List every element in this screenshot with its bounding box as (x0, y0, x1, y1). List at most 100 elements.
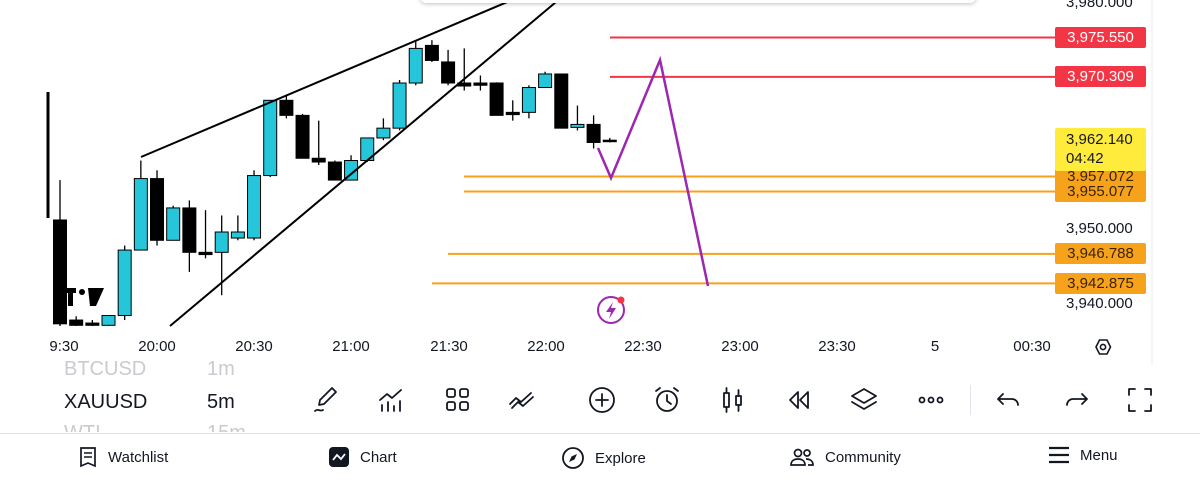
nav-watchlist-label: Watchlist (108, 448, 169, 466)
candle-body (53, 219, 67, 325)
candle[interactable] (279, 95, 294, 119)
candle[interactable] (101, 315, 116, 326)
candles-button[interactable] (717, 384, 749, 416)
candle-body (279, 99, 294, 116)
redo-button[interactable] (1060, 384, 1092, 416)
candle[interactable] (230, 215, 245, 241)
fullscreen-button[interactable] (1124, 384, 1156, 416)
candle[interactable] (473, 75, 488, 91)
nav-chart[interactable]: Chart (328, 446, 397, 468)
candle[interactable] (133, 160, 148, 251)
candle[interactable] (166, 205, 181, 241)
candle[interactable] (85, 320, 100, 326)
layout-button[interactable] (442, 384, 474, 416)
candle[interactable] (457, 48, 472, 91)
projection-path[interactable] (596, 55, 710, 287)
replay-button[interactable] (782, 384, 814, 416)
candle[interactable] (505, 100, 520, 121)
candle-body (69, 319, 84, 326)
candle[interactable] (311, 120, 326, 166)
symbol-current[interactable]: XAUUSD (64, 391, 148, 413)
interval-current[interactable]: 5m (207, 391, 235, 413)
price-chart[interactable] (0, 0, 1200, 370)
candle[interactable] (150, 170, 165, 246)
candle[interactable] (489, 82, 504, 116)
support-price-label: 3,942.875 (1055, 272, 1146, 294)
candle[interactable] (441, 49, 456, 86)
candle-body (538, 73, 553, 89)
bar-countdown: 04:42 (1066, 150, 1104, 167)
undo-button[interactable] (993, 384, 1025, 416)
candle[interactable] (263, 99, 278, 178)
candle-body (327, 161, 342, 181)
symbol-prev[interactable]: BTCUSD (64, 358, 147, 380)
compare-icon (509, 392, 534, 409)
candle-body (198, 251, 213, 256)
nav-menu[interactable]: Menu (1048, 446, 1118, 464)
candle[interactable] (69, 316, 84, 326)
time-axis-label: 22:30 (624, 338, 662, 355)
candle-body (214, 231, 229, 253)
candle-body (602, 139, 617, 143)
alert-button[interactable] (651, 384, 683, 416)
candle-body (85, 322, 100, 326)
trendline-lower[interactable] (169, 1, 557, 327)
candle-body (101, 315, 116, 326)
candle-body (441, 61, 456, 84)
candle[interactable] (424, 40, 439, 62)
time-axis-label: 23:00 (721, 338, 759, 355)
watchlist-icon (80, 447, 96, 468)
candle[interactable] (117, 245, 132, 321)
nav-watchlist[interactable]: Watchlist (78, 446, 168, 468)
candle[interactable] (295, 113, 310, 159)
candle[interactable] (182, 200, 197, 272)
candle[interactable] (408, 40, 423, 86)
interval-next[interactable]: 15m (207, 422, 246, 432)
candle[interactable] (521, 85, 536, 119)
candle[interactable] (344, 155, 359, 181)
lightning-badge[interactable] (597, 296, 625, 324)
layers-button[interactable] (848, 384, 880, 416)
candle[interactable] (538, 71, 553, 89)
support-price-label: 3,955.077 (1055, 181, 1146, 203)
candle[interactable] (554, 73, 569, 129)
compare-button[interactable] (507, 384, 539, 416)
trendline-upper[interactable] (140, 0, 513, 158)
resistance-price-label: 3,970.309 (1055, 66, 1146, 88)
candle-body (473, 82, 488, 86)
time-axis-label: 20:00 (138, 338, 176, 355)
candle[interactable] (327, 160, 342, 181)
nav-menu-label: Menu (1080, 446, 1118, 464)
nav-explore[interactable]: Explore (561, 446, 646, 470)
candle-body (376, 127, 391, 139)
candle-body (311, 157, 326, 163)
candles-icon (723, 387, 742, 413)
price-axis-label: 3,940.000 (1066, 295, 1133, 312)
candle[interactable] (586, 115, 601, 149)
candle[interactable] (602, 137, 617, 143)
candle-body (295, 114, 310, 159)
bottom-toolbar: BTCUSD XAUUSD WTI 1m 5m 15m (0, 358, 1200, 432)
candle[interactable] (198, 210, 213, 259)
candle[interactable] (392, 80, 407, 131)
current-price: 3,962.140 (1066, 131, 1133, 148)
candle[interactable] (376, 118, 391, 141)
candle[interactable] (570, 105, 585, 131)
candle-body (408, 47, 423, 84)
alert-icon (655, 387, 679, 412)
interval-prev[interactable]: 1m (207, 358, 235, 380)
more-button[interactable] (915, 384, 947, 416)
nav-community-label: Community (825, 448, 901, 466)
price-axis-label: 3,950.000 (1066, 219, 1133, 237)
pencil-button[interactable] (312, 384, 344, 416)
candle[interactable] (247, 170, 262, 241)
add-button[interactable] (586, 384, 618, 416)
indicators-button[interactable] (376, 384, 408, 416)
candle[interactable] (360, 137, 375, 163)
candle-body (586, 123, 601, 143)
candle[interactable] (53, 180, 67, 326)
nav-community[interactable]: Community (789, 446, 901, 468)
chart-settings-icon[interactable] (1095, 339, 1112, 355)
time-axis-label: 22:00 (527, 338, 565, 355)
symbol-next[interactable]: WTI (64, 422, 101, 432)
